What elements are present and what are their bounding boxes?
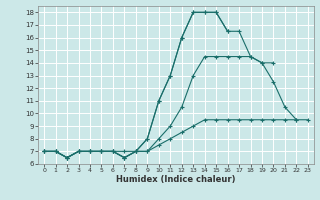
- X-axis label: Humidex (Indice chaleur): Humidex (Indice chaleur): [116, 175, 236, 184]
